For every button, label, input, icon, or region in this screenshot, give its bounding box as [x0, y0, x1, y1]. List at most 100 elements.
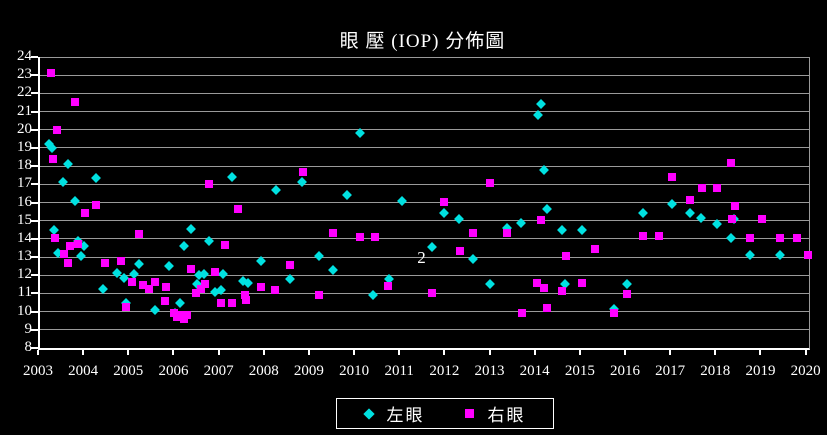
y-axis-tick-label: 24 [17, 48, 32, 64]
data-point-right-eye [49, 154, 58, 163]
data-point-right-eye [138, 281, 147, 290]
data-point-left-eye [242, 278, 253, 289]
data-point-left-eye [745, 250, 756, 261]
y-axis-tick-label: 10 [17, 302, 32, 319]
y-axis-tick [31, 219, 38, 222]
y-axis-tick [31, 92, 38, 95]
data-point-right-eye [186, 264, 195, 273]
data-point-right-eye [217, 299, 226, 308]
x-axis-tick-label: 2010 [339, 363, 370, 379]
x-axis-tick [714, 350, 717, 355]
data-point-right-eye [577, 278, 586, 287]
data-point-right-eye [285, 261, 294, 270]
data-point-left-eye [174, 297, 185, 308]
x-axis-tick-label: 2016 [609, 363, 640, 379]
chart-title: 眼 壓 (IOP) 分佈圖 [339, 31, 506, 52]
data-point-right-eye [59, 250, 68, 259]
data-point-right-eye [241, 291, 250, 300]
data-point-right-eye [172, 313, 181, 322]
data-point-left-eye [226, 172, 237, 182]
data-point-left-eye [576, 224, 587, 235]
y-axis-tick [31, 237, 38, 240]
data-point-right-eye [726, 159, 735, 168]
data-point-right-eye [63, 258, 72, 267]
gridline [40, 256, 809, 258]
x-axis-tick [533, 350, 536, 355]
x-axis-tick-label: 2015 [564, 363, 595, 379]
data-point-right-eye [455, 246, 464, 255]
x-axis-tick [353, 350, 356, 355]
data-point-right-eye [100, 259, 109, 268]
y-axis-tick [31, 201, 38, 204]
x-axis-tick-label: 2005 [113, 363, 144, 379]
data-point-left-eye [622, 279, 633, 290]
legend-label-right-eye: 右眼 [487, 406, 526, 425]
data-point-right-eye [117, 256, 126, 265]
y-axis-tick [31, 292, 38, 295]
y-axis-tick-label: 20 [17, 120, 32, 137]
x-axis-tick-label: 2014 [519, 363, 550, 379]
gridline [40, 238, 809, 240]
data-point-right-eye [713, 183, 722, 192]
y-axis-tick-label: 13 [17, 248, 32, 265]
data-point-right-eye [776, 233, 785, 242]
x-axis-tick [127, 350, 130, 355]
gridline [40, 292, 809, 294]
data-point-right-eye [803, 251, 812, 260]
gridline [40, 311, 809, 313]
legend-label-left-eye: 左眼 [386, 406, 425, 425]
data-point-left-eye [396, 195, 407, 206]
y-axis-tick [31, 110, 38, 113]
legend: 左眼 右眼 [336, 398, 554, 429]
data-point-left-eye [75, 251, 86, 262]
data-point-left-eye [484, 279, 495, 290]
data-point-right-eye [558, 286, 567, 295]
data-point-left-eye [164, 261, 175, 272]
data-point-right-eye [66, 242, 75, 251]
data-point-left-eye [57, 176, 68, 187]
gridline [40, 202, 809, 203]
data-point-right-eye [150, 277, 159, 286]
x-axis-tick [804, 350, 807, 355]
data-point-right-eye [46, 69, 55, 78]
x-axis-tick [669, 350, 672, 355]
data-point-left-eye [270, 184, 281, 195]
y-axis-tick [31, 310, 38, 313]
y-axis-tick [31, 74, 38, 77]
data-point-right-eye [485, 179, 494, 188]
data-point-right-eye [91, 201, 100, 210]
data-point-right-eye [503, 229, 512, 238]
data-point-left-eye [179, 241, 189, 252]
data-point-right-eye [299, 167, 308, 176]
data-point-right-eye [271, 285, 280, 294]
data-point-right-eye [371, 233, 380, 242]
x-axis-tick-label: 2020 [790, 363, 821, 379]
y-axis-tick-label: 15 [17, 211, 32, 228]
gridline [40, 111, 809, 113]
data-point-right-eye [623, 290, 632, 299]
gridline [40, 165, 809, 167]
data-point-left-eye [685, 207, 696, 218]
data-point-right-eye [537, 215, 546, 224]
gridline [40, 329, 809, 331]
data-point-left-eye [63, 159, 73, 170]
x-axis-tick [307, 350, 310, 355]
y-axis-tick [31, 256, 38, 259]
data-point-right-eye [201, 280, 210, 289]
x-axis-tick [759, 350, 762, 355]
data-point-right-eye [192, 289, 201, 298]
x-axis-tick [217, 350, 220, 355]
data-point-left-eye [557, 224, 568, 235]
data-point-right-eye [610, 309, 619, 318]
data-point-right-eye [183, 311, 192, 320]
x-axis-tick [443, 350, 446, 355]
data-point-left-eye [328, 264, 338, 275]
data-point-right-eye [233, 204, 242, 213]
data-point-right-eye [144, 284, 153, 293]
data-point-left-eye [185, 223, 196, 234]
data-point-left-eye [637, 207, 648, 218]
x-axis-tick [37, 350, 39, 355]
data-point-right-eye [533, 279, 542, 288]
data-point-right-eye [242, 295, 251, 304]
data-point-right-eye [161, 296, 170, 305]
